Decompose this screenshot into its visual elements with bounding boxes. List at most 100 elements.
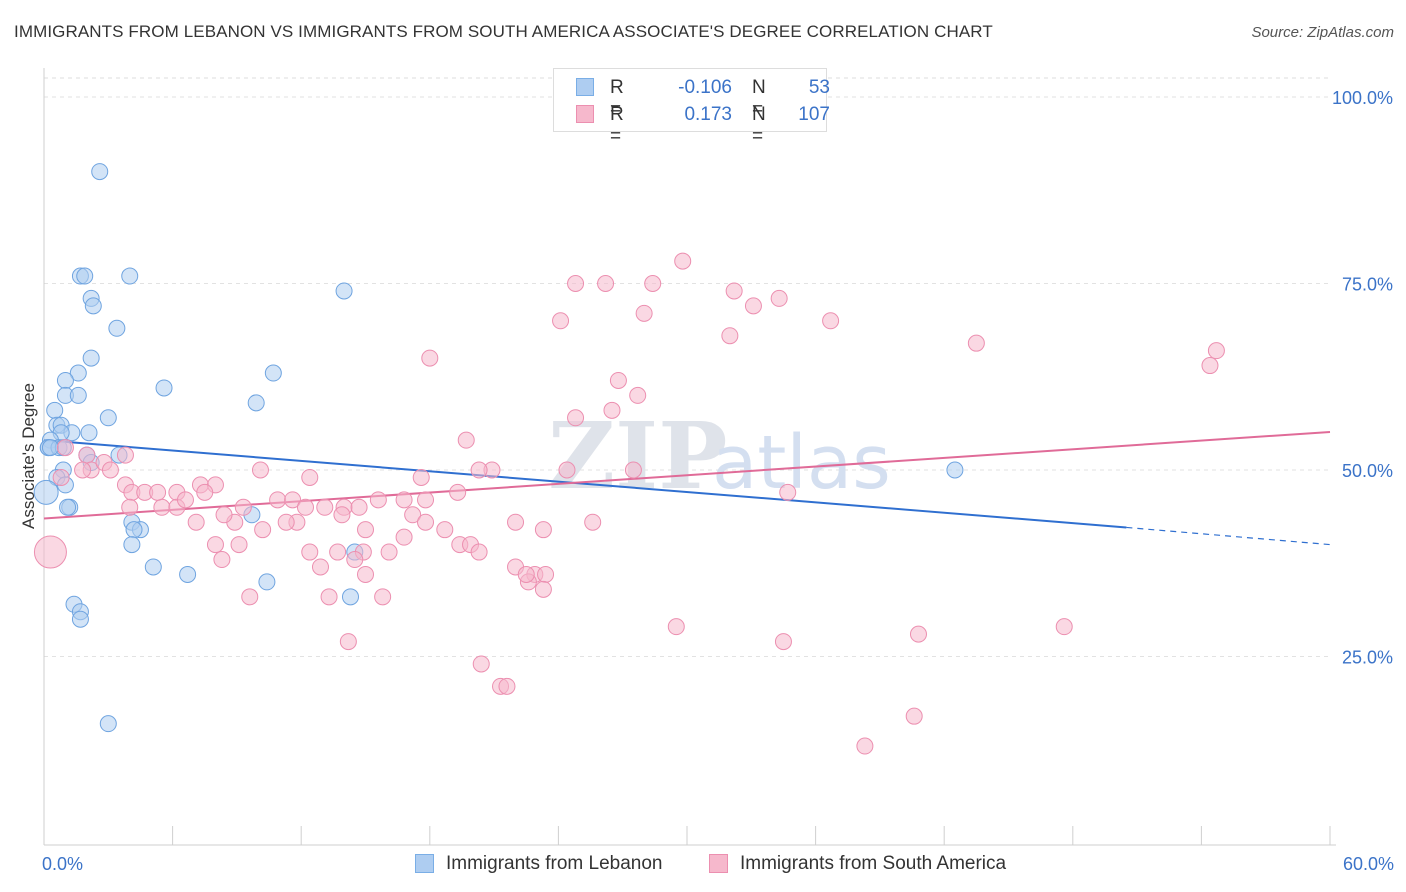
data-point	[74, 461, 92, 479]
legend-label-south-america: Immigrants from South America	[740, 853, 1007, 874]
data-point	[187, 513, 205, 531]
data-point	[116, 446, 134, 464]
data-point	[369, 491, 387, 509]
data-point	[215, 506, 233, 524]
legend-n-label: N =	[752, 104, 766, 147]
data-point	[449, 483, 467, 501]
data-point	[69, 364, 87, 382]
data-point	[333, 506, 351, 524]
data-point	[770, 289, 788, 307]
data-point	[254, 521, 272, 539]
data-point	[412, 468, 430, 486]
series-south-america	[33, 252, 1225, 755]
data-point	[346, 551, 364, 569]
data-point	[153, 498, 171, 516]
data-point	[71, 610, 89, 628]
source-label: Source: ZipAtlas.com	[1251, 24, 1394, 41]
data-point	[567, 409, 585, 427]
legend-r-value: 0.173	[684, 104, 732, 125]
data-point	[247, 394, 265, 412]
data-point	[311, 558, 329, 576]
data-point	[779, 483, 797, 501]
legend-n-value: 107	[798, 104, 830, 125]
data-point	[1055, 618, 1073, 636]
data-point	[421, 349, 439, 367]
legend-swatch-south-america	[709, 854, 728, 873]
data-point	[534, 580, 552, 598]
data-point	[1201, 357, 1219, 375]
trend-line-extension	[1126, 526, 1331, 546]
data-point	[417, 513, 435, 531]
data-point	[350, 498, 368, 516]
data-point	[472, 655, 490, 673]
data-point	[101, 461, 119, 479]
data-point	[301, 543, 319, 561]
data-point	[534, 521, 552, 539]
data-point	[329, 543, 347, 561]
data-point	[395, 491, 413, 509]
data-point	[725, 282, 743, 300]
data-point	[296, 498, 314, 516]
data-point	[316, 498, 334, 516]
data-point	[667, 618, 685, 636]
y-tick-label: 75.0%	[1342, 275, 1393, 295]
data-point	[82, 349, 100, 367]
data-point	[258, 573, 276, 591]
data-point	[125, 521, 143, 539]
data-point	[123, 536, 141, 554]
data-point	[108, 319, 126, 337]
data-point	[46, 401, 64, 419]
data-point	[404, 506, 422, 524]
data-points	[33, 163, 1225, 755]
data-point	[335, 282, 353, 300]
data-point	[91, 163, 109, 181]
x-tick-label-max: 60.0%	[1343, 854, 1394, 874]
correlation-legend: R = -0.106 N = 53 R = 0.173 N = 107	[553, 68, 830, 147]
data-point	[99, 715, 117, 733]
data-point	[196, 483, 214, 501]
data-point	[567, 275, 585, 292]
data-point	[584, 513, 602, 531]
data-point	[320, 588, 338, 606]
data-point	[744, 297, 762, 315]
legend-swatch-lebanon	[415, 854, 434, 873]
legend-swatch-lebanon	[576, 78, 594, 96]
data-point	[537, 565, 555, 583]
y-tick-label: 50.0%	[1342, 461, 1393, 481]
legend-r-value: -0.106	[678, 77, 732, 98]
data-point	[149, 483, 167, 501]
legend-r-label: R =	[610, 104, 624, 147]
trend-line-south-america	[43, 430, 1331, 520]
data-point	[635, 304, 653, 322]
x-tick-label-min: 0.0%	[42, 854, 83, 874]
data-point	[552, 312, 570, 330]
data-point	[357, 521, 374, 539]
data-point	[301, 468, 319, 486]
trend-lines	[43, 430, 1331, 546]
data-point	[59, 498, 77, 516]
trend-line-lebanon	[43, 439, 1127, 529]
data-point	[470, 461, 488, 479]
legend-n-label: N =	[752, 77, 766, 120]
data-point	[774, 633, 792, 651]
data-point	[69, 386, 87, 404]
grid-lines	[44, 77, 1330, 657]
data-point	[339, 633, 357, 651]
data-point	[507, 513, 525, 531]
data-point	[603, 401, 621, 419]
data-point	[417, 491, 435, 509]
data-point	[357, 565, 374, 583]
data-point	[269, 491, 287, 509]
data-point	[76, 267, 94, 285]
data-point	[121, 498, 139, 516]
data-point	[264, 364, 282, 382]
data-point	[52, 468, 70, 486]
data-point	[967, 334, 985, 352]
data-point	[644, 275, 662, 292]
data-point	[946, 461, 964, 479]
data-point	[84, 297, 102, 315]
data-point	[624, 461, 642, 479]
data-point	[558, 461, 576, 479]
data-point	[41, 439, 59, 457]
